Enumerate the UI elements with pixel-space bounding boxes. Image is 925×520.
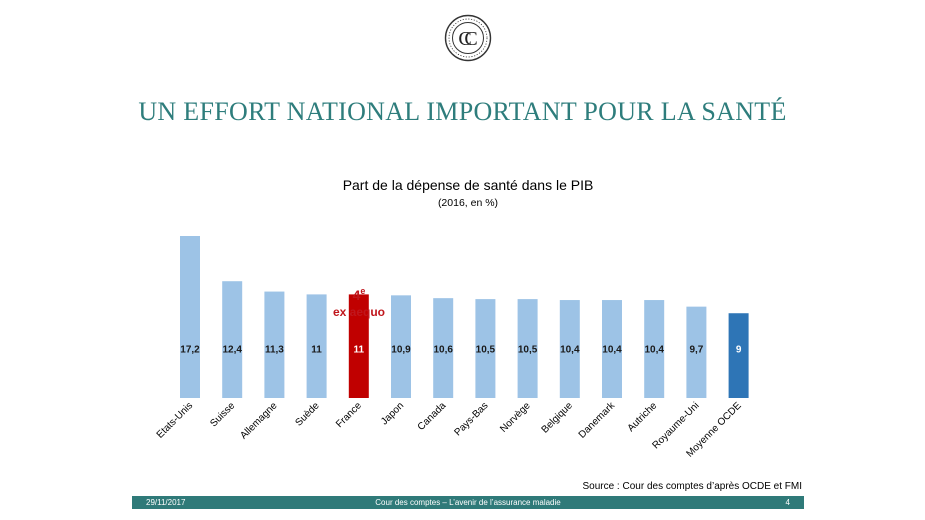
bar-value-label-6: 10,6 (433, 344, 453, 355)
france-rank-annotation: 4e ex aequo (333, 286, 385, 319)
footer-page-number: 4 (785, 498, 790, 507)
bar-5 (391, 295, 411, 398)
bar-value-label-3: 11 (311, 344, 322, 355)
svg-text:C: C (458, 28, 471, 50)
bar-12 (686, 306, 707, 398)
bar-7 (475, 299, 496, 398)
rank-superscript: e (360, 286, 365, 296)
category-label-2: Allemagne (238, 400, 279, 441)
rank-number: 4 (353, 287, 361, 303)
bar-4 (348, 294, 369, 398)
category-label-4: France (334, 400, 364, 430)
bar-8 (517, 299, 538, 398)
bar-value-label-0: 17,2 (180, 344, 200, 355)
bar-2 (264, 291, 285, 398)
bar-value-label-13: 9 (736, 344, 742, 355)
category-label-9: Belgique (540, 400, 576, 436)
bars-group: 17,2 Etats-Unis 12,4 Suisse 11,3 Allemagne 11 S… (155, 236, 749, 460)
bar-6 (433, 298, 454, 398)
category-label-1: Suisse (208, 400, 237, 429)
category-label-10: Danemark (577, 400, 618, 441)
category-label-5: Japon (379, 400, 406, 427)
bar-13 (728, 313, 749, 398)
category-label-11: Autriche (626, 400, 660, 434)
bar-value-label-4: 11 (354, 344, 365, 355)
bar-value-label-12: 9,7 (689, 344, 703, 355)
bar-value-label-10: 10,4 (602, 344, 622, 355)
bar-1 (222, 281, 243, 398)
bar-value-label-9: 10,4 (560, 344, 580, 355)
bar-value-label-8: 10,5 (518, 344, 538, 355)
bar-10 (602, 300, 622, 398)
svg-text:C: C (464, 28, 477, 50)
category-label-7: Pays-Bas (452, 400, 490, 438)
chart-title: Part de la dépense de santé dans le PIB (343, 177, 594, 193)
ex-aequo-label: ex aequo (333, 305, 385, 319)
bar-9 (559, 300, 580, 398)
health-spending-bar-chart: Part de la dépense de santé dans le PIB … (155, 177, 749, 460)
category-label-8: Norvège (498, 400, 533, 435)
bar-value-label-1: 12,4 (222, 344, 242, 355)
source-note: Source : Cour des comptes d’après OCDE e… (582, 481, 802, 492)
bar-value-label-7: 10,5 (476, 344, 496, 355)
bar-value-label-5: 10,9 (391, 344, 411, 355)
footer-bar: 29/11/2017 Cour des comptes – L’avenir d… (132, 496, 804, 509)
cour-des-comptes-logo: C C (444, 14, 492, 62)
bar-0 (180, 236, 200, 398)
footer-date: 29/11/2017 (146, 498, 186, 507)
bar-11 (644, 300, 665, 398)
category-label-0: Etats-Unis (155, 400, 195, 440)
chart-subtitle: (2016, en %) (438, 197, 498, 209)
bar-3 (306, 294, 327, 398)
category-label-3: Suède (293, 400, 322, 429)
bar-value-label-2: 11,3 (265, 344, 284, 355)
footer-title: Cour des comptes – L’avenir de l’assuran… (375, 498, 561, 507)
bar-value-label-11: 10,4 (644, 344, 664, 355)
rank-annotation: 4e (353, 286, 366, 303)
slide-title: UN EFFORT NATIONAL IMPORTANT POUR LA SAN… (138, 97, 787, 126)
category-label-6: Canada (416, 400, 449, 433)
